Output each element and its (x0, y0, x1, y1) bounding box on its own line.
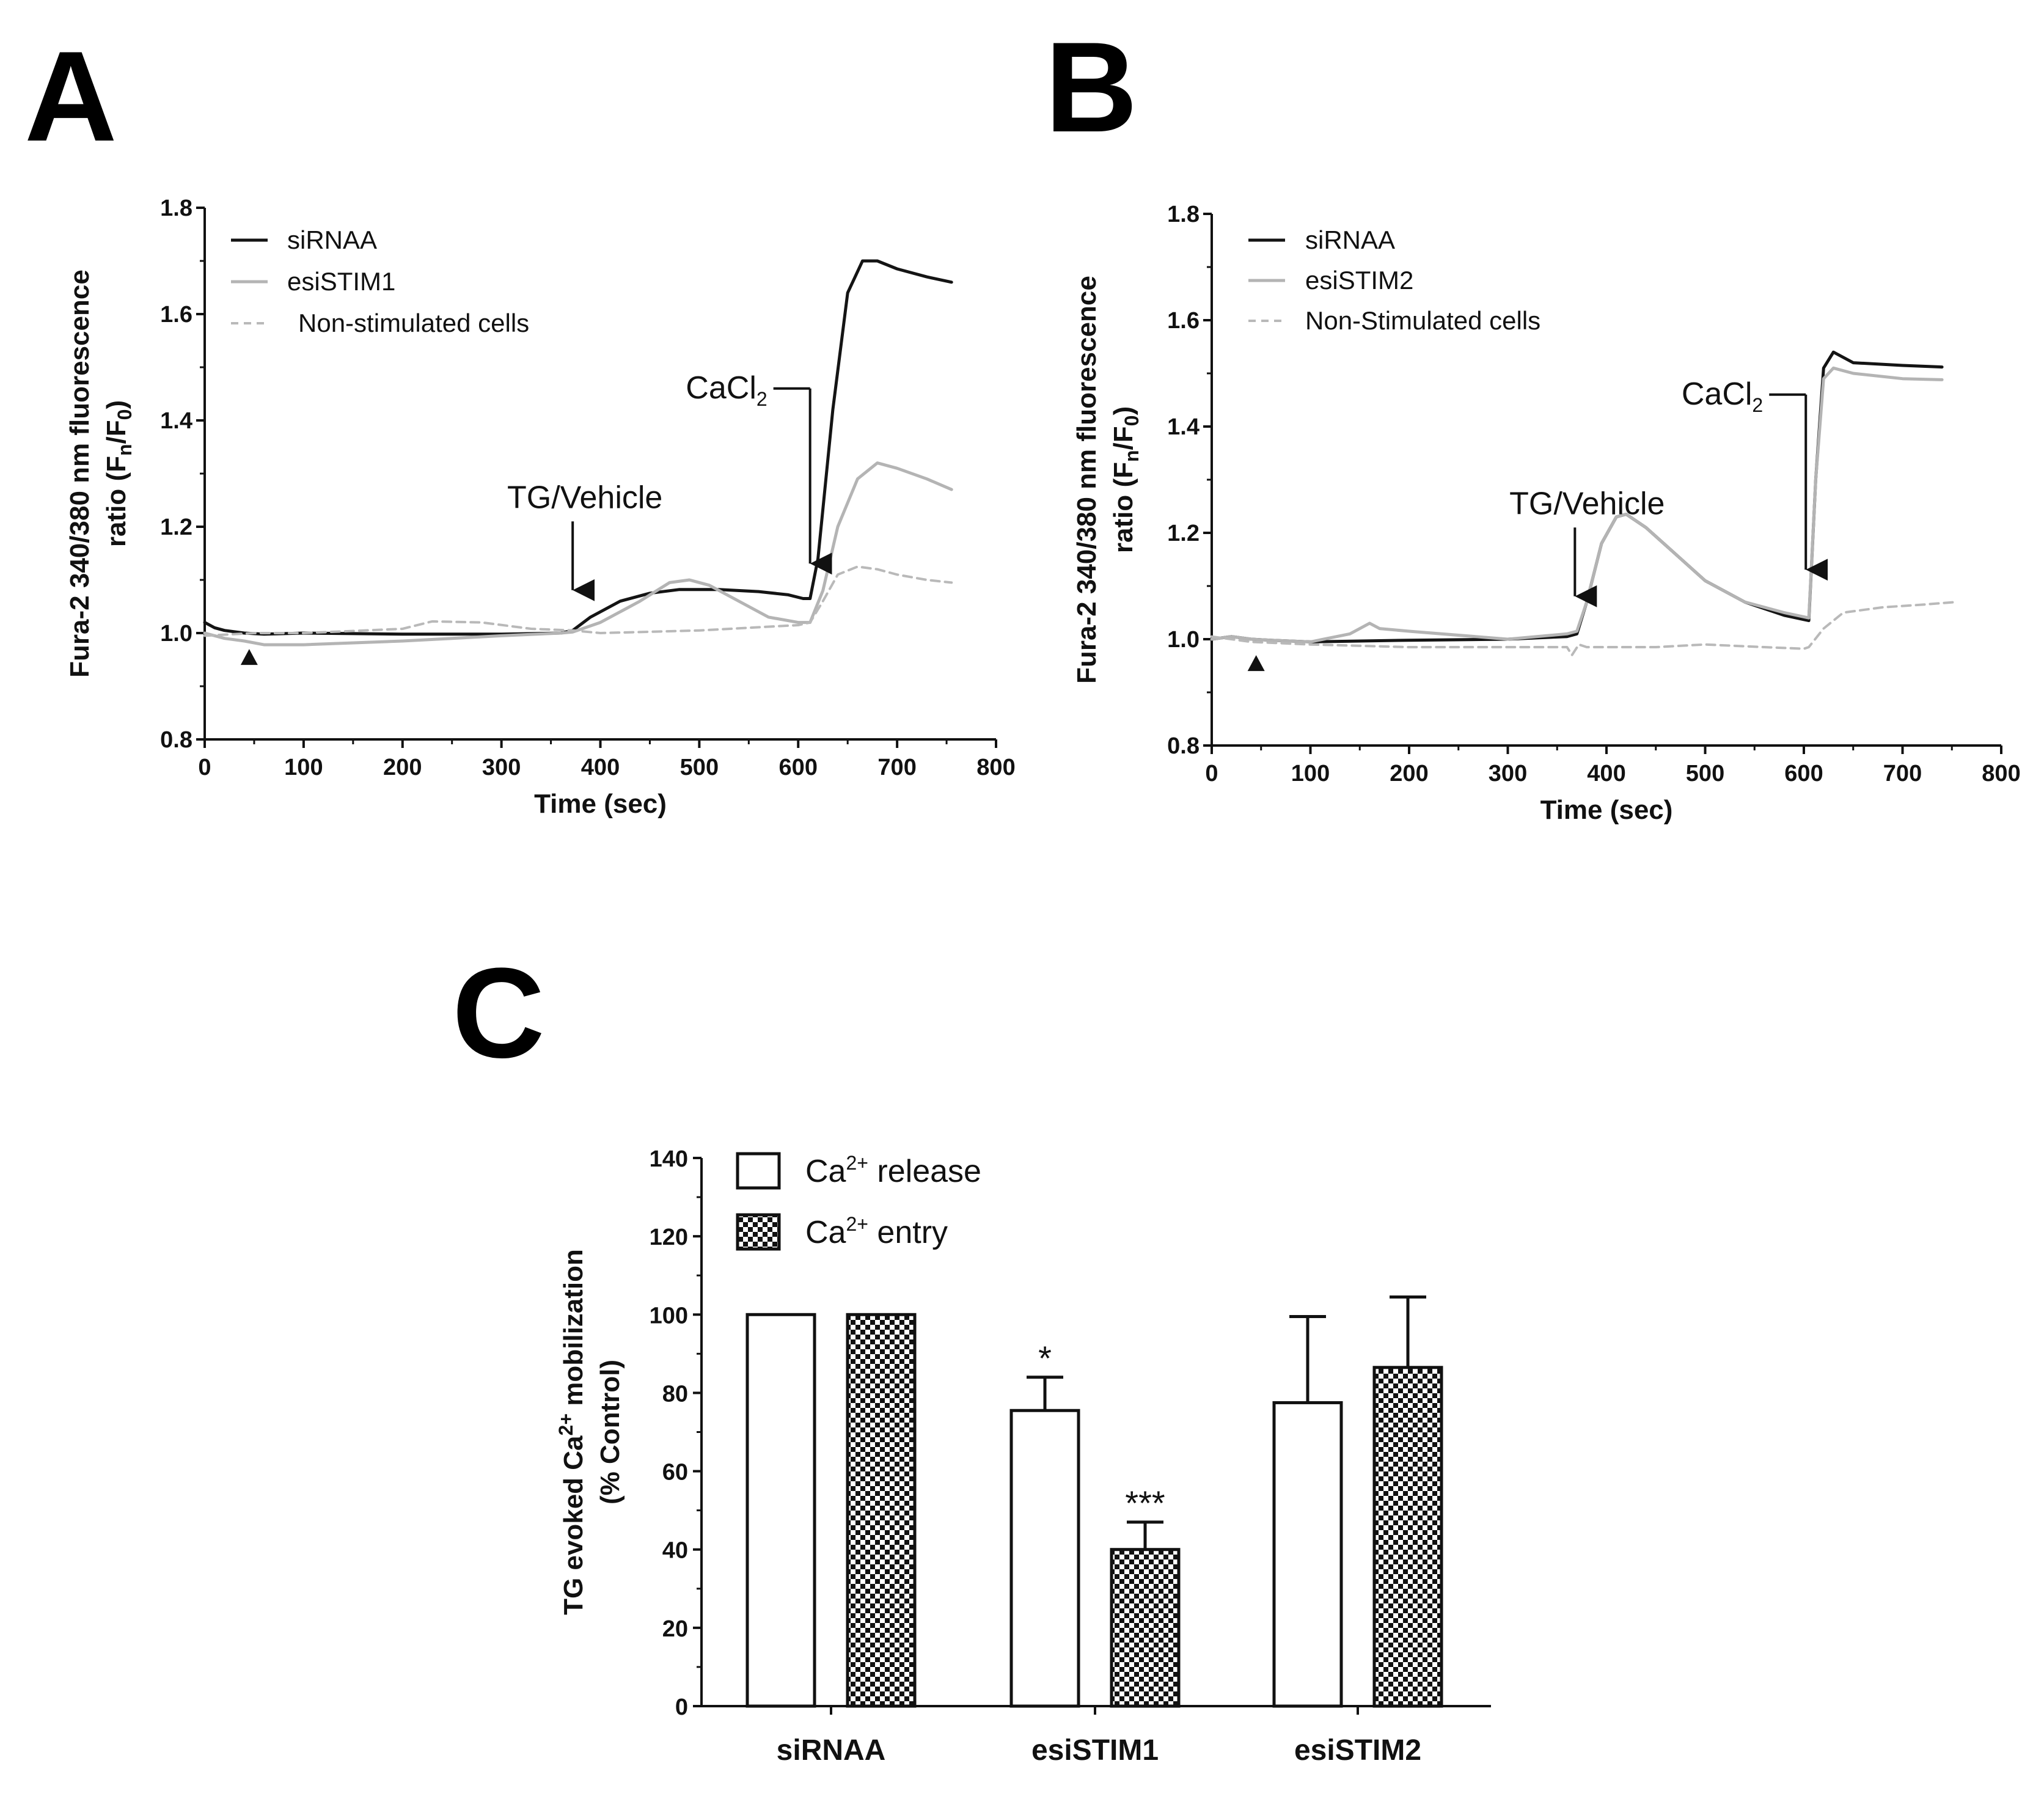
x-tick-label: 500 (680, 755, 719, 780)
y-tick-label: 1.6 (1167, 308, 1200, 334)
legend-label: siRNAA (1305, 225, 1395, 254)
y-axis-title-line2: (% Control) (595, 1360, 625, 1504)
x-tick-label: 200 (383, 755, 422, 780)
line-chart-b: 0 100 200 300 400 500 600 700 800 0.8 1.0 1.2 1.4 1.6… (1072, 202, 2021, 825)
x-tick-label: 800 (1982, 761, 2020, 786)
x-axis-title: Time (sec) (1540, 795, 1673, 825)
panel-label-a: A (24, 24, 117, 168)
cacl-annotation: CaCl2 (1682, 376, 1763, 416)
x-tick-label: 600 (1784, 761, 1823, 786)
bar-chart-c: 0 20 40 60 80 100 120 140 TG evoked Ca2+ mobiliz… (555, 1146, 1491, 1767)
series-esistim2 (1210, 366, 1944, 643)
y-tick-label: 1.4 (1167, 414, 1200, 440)
legend-label: Non-Stimulated cells (1305, 306, 1540, 335)
x-tick-label: 700 (877, 755, 916, 780)
release-bar-esistim1 (1009, 1409, 1080, 1708)
x-tick-label: 300 (482, 755, 521, 780)
y-tick-label: 0 (675, 1695, 688, 1720)
category-label: siRNAA (777, 1734, 886, 1767)
legend-swatch (736, 1152, 781, 1190)
entry-bar-esistim2 (1372, 1366, 1443, 1708)
y-tick-label: 100 (650, 1303, 688, 1328)
x-tick-label: 400 (581, 755, 620, 780)
release-bar-sirnaa (745, 1313, 816, 1708)
release-bar-esistim2 (1272, 1401, 1343, 1708)
series-non-stimulated-cells (1211, 601, 1958, 657)
x-tick-label: 600 (779, 755, 818, 780)
legend-label: Ca2+ release (805, 1152, 981, 1189)
y-tick-label: 1.2 (160, 515, 192, 540)
y-tick-label: 0.8 (160, 727, 192, 753)
panel-label-b: B (1045, 15, 1138, 159)
x-tick-label: 200 (1390, 761, 1428, 786)
legend-label: esiSTIM1 (287, 267, 395, 296)
legend-label: Non-stimulated cells (298, 309, 529, 337)
legend-swatch (736, 1213, 781, 1251)
y-axis-title-line1: Fura-2 340/380 nm fluorescence (1072, 276, 1102, 684)
panel-label-c: C (452, 941, 545, 1085)
y-tick-label: 80 (662, 1381, 688, 1407)
y-tick-label: 140 (650, 1146, 688, 1172)
tg-annotation: TG/Vehicle (507, 480, 662, 515)
category-label: esiSTIM2 (1294, 1734, 1421, 1767)
significance-marker: * (1038, 1339, 1052, 1377)
y-axis-title-line2: ratio (Fn/F0) (101, 400, 136, 547)
category-label: esiSTIM1 (1031, 1734, 1159, 1767)
y-tick-label: 1.8 (1167, 202, 1200, 227)
y-tick-label: 1.8 (160, 196, 192, 221)
x-axis-title: Time (sec) (534, 789, 667, 819)
line-chart-a: 0 100 200 300 400 500 600 700 800 0.8 1.0 1.2 1.4 1.6… (65, 196, 1016, 819)
x-tick-label: 0 (198, 755, 211, 780)
baseline-marker (1247, 655, 1265, 672)
y-axis-title-line1: TG evoked Ca2+ mobilization (555, 1249, 588, 1615)
y-tick-label: 120 (650, 1225, 688, 1250)
entry-bar-sirnaa (846, 1313, 917, 1708)
y-tick-label: 1.4 (160, 408, 192, 434)
y-tick-label: 1.0 (160, 621, 192, 647)
tg-annotation: TG/Vehicle (1509, 486, 1665, 521)
y-tick-label: 0.8 (1167, 733, 1200, 759)
x-tick-label: 100 (284, 755, 323, 780)
legend-label: esiSTIM2 (1305, 266, 1413, 295)
series-non-stimulated-cells (203, 565, 953, 637)
x-tick-label: 500 (1686, 761, 1724, 786)
y-axis-title-line1: Fura-2 340/380 nm fluorescence (65, 269, 95, 678)
y-tick-label: 1.6 (160, 302, 192, 328)
series-esistim1 (203, 461, 953, 647)
y-axis-title-line2: ratio (Fn/F0) (1108, 406, 1143, 553)
y-tick-label: 40 (662, 1538, 688, 1564)
x-tick-label: 700 (1883, 761, 1922, 786)
cacl-annotation: CaCl2 (686, 370, 767, 410)
x-tick-label: 100 (1291, 761, 1330, 786)
legend-label: Ca2+ entry (805, 1213, 948, 1250)
y-tick-label: 1.2 (1167, 521, 1200, 546)
x-tick-label: 300 (1489, 761, 1527, 786)
x-tick-label: 800 (976, 755, 1015, 780)
y-tick-label: 60 (662, 1460, 688, 1486)
significance-marker: *** (1125, 1484, 1165, 1522)
entry-bar-esistim1 (1110, 1548, 1181, 1708)
baseline-marker (240, 649, 258, 665)
y-tick-label: 1.0 (1167, 627, 1200, 653)
legend-label: siRNAA (287, 225, 377, 254)
x-tick-label: 0 (1205, 761, 1218, 786)
y-tick-label: 20 (662, 1616, 688, 1642)
x-tick-label: 400 (1587, 761, 1625, 786)
